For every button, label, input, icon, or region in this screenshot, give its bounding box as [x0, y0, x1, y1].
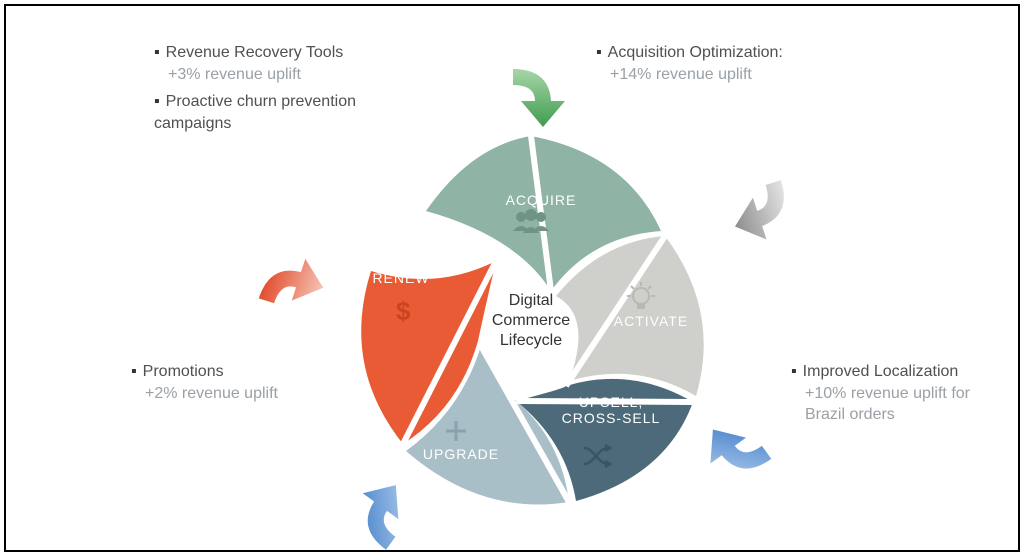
callout-right: ▪Improved Localization +10% revenue upli…	[791, 361, 1001, 432]
callout-sub: +2% revenue uplift	[145, 383, 351, 405]
callout-title: Improved Localization	[803, 363, 959, 380]
arrow-activate	[716, 171, 806, 261]
arrow-acquire	[496, 54, 586, 144]
callout-sub: +14% revenue uplift	[610, 64, 846, 86]
label-upsell: UPSELL, CROSS-SELL	[551, 394, 671, 426]
center-title: Digital Commerce Lifecycle	[486, 291, 576, 351]
label-renew: RENEW	[366, 270, 436, 286]
center-line3: Lifecycle	[500, 332, 562, 349]
callout-sub: +3% revenue uplift	[168, 64, 404, 86]
arrow-upsell	[686, 406, 776, 496]
callout-title: Promotions	[143, 363, 224, 380]
label-upgrade: UPGRADE	[416, 446, 506, 462]
callout-sub: +10% revenue uplift for Brazil orders	[805, 383, 1001, 426]
arrow-renew	[251, 236, 341, 326]
arrow-upgrade	[336, 464, 426, 554]
callout-title: Revenue Recovery Tools	[166, 44, 344, 61]
infographic-frame: ▪Revenue Recovery Tools +3% revenue upli…	[4, 4, 1020, 552]
label-upsell-1: UPSELL,	[579, 394, 644, 410]
label-upsell-2: CROSS-SELL	[562, 410, 661, 426]
callout-title: Proactive churn prevention campaigns	[154, 93, 356, 132]
callout-title: Acquisition Optimization:	[608, 44, 783, 61]
svg-text:$: $	[396, 296, 411, 326]
label-acquire: ACQUIRE	[501, 192, 581, 208]
dollar-icon: $	[396, 296, 411, 326]
center-line2: Commerce	[492, 312, 570, 329]
callout-top-right: ▪Acquisition Optimization: +14% revenue …	[596, 42, 846, 91]
center-line1: Digital	[509, 292, 553, 309]
callout-top-left: ▪Revenue Recovery Tools +3% revenue upli…	[154, 42, 404, 140]
label-activate: ACTIVATE	[606, 313, 696, 329]
callout-left: ▪Promotions +2% revenue uplift	[131, 361, 351, 410]
